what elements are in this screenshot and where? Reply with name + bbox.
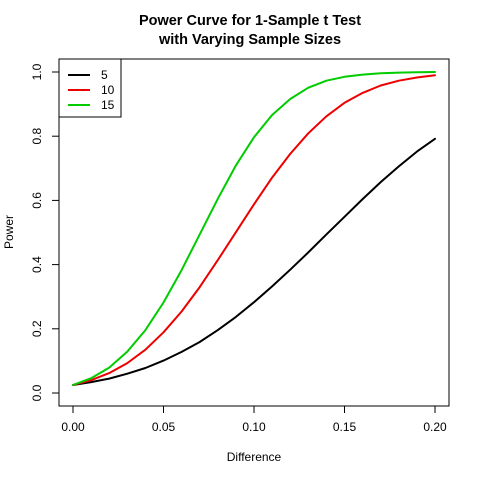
x-tick-label: 0.05 (152, 420, 176, 434)
series-line-n15 (72, 71, 436, 386)
y-tick-label: 0.2 (30, 320, 44, 337)
legend-box (58, 58, 122, 118)
series-line-n5 (72, 137, 436, 386)
x-tick-label: 0.15 (333, 420, 357, 434)
y-tick-label: 0.8 (30, 128, 44, 145)
y-axis: 0.0 0.2 0.4 0.6 0.8 1.0 (30, 63, 60, 401)
chart-title-line-2: with Varying Sample Sizes (158, 32, 341, 48)
x-tick-label: 0.10 (242, 420, 266, 434)
y-tick-label: 1.0 (30, 63, 44, 80)
chart-title-line-1: Power Curve for 1-Sample t Test (139, 13, 361, 29)
legend-label-n10: 10 (101, 83, 115, 97)
y-tick-label: 0.0 (30, 384, 44, 401)
y-tick-label: 0.4 (30, 256, 44, 273)
series-line-n10 (72, 74, 436, 386)
series-lines (72, 71, 436, 386)
x-tick-label: 0.00 (61, 420, 85, 434)
legend-label-n15: 15 (101, 98, 115, 112)
x-tick-label: 0.20 (423, 420, 447, 434)
legend-label-n5: 5 (101, 68, 108, 82)
y-axis-label: Power (2, 215, 16, 249)
x-axis: 0.00 0.05 0.10 0.15 0.20 (61, 405, 447, 434)
x-axis-label: Difference (227, 450, 282, 464)
y-tick-label: 0.6 (30, 192, 44, 209)
